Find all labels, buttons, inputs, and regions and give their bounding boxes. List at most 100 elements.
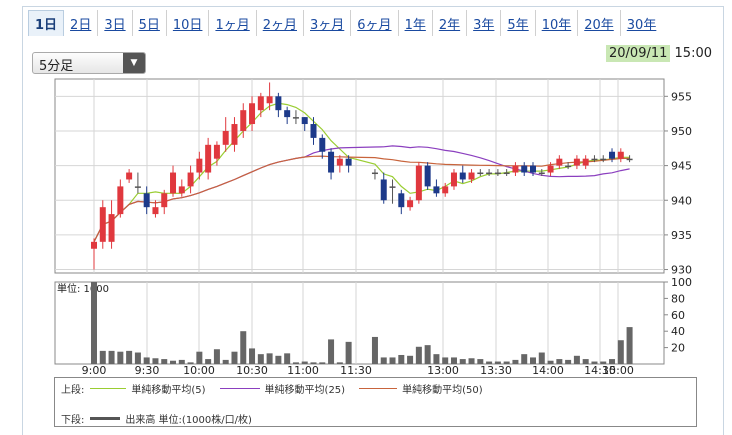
tab-4[interactable]: 10日 (167, 10, 210, 36)
tab-14[interactable]: 20年 (578, 10, 621, 36)
volume-bar (503, 361, 510, 364)
candle-body (178, 186, 185, 194)
legend-upper-label: 上段: (61, 385, 85, 396)
volume-bar (407, 355, 414, 364)
period-tabs: 1日 2日 3日 5日 10日 1ヶ月 2ヶ月 3ヶ月 6ヶ月 1年 2年 3年 5年 10年 20年 30年 (28, 10, 662, 36)
candle-body (371, 172, 378, 175)
volume-bar (450, 357, 457, 364)
timestamp-date: 20/09/11 (606, 45, 671, 62)
volume-bar (617, 340, 624, 364)
volume-bar (591, 361, 598, 364)
legend-ma25-label: 単純移動平均(25) (264, 385, 346, 396)
candle-body (213, 144, 220, 159)
period-select-value: 5分足 (39, 59, 74, 74)
candle-body (503, 172, 510, 175)
volume-bar (626, 327, 633, 364)
volume-bar (196, 351, 203, 364)
tab-6[interactable]: 2ヶ月 (257, 10, 304, 36)
candle-body (99, 207, 106, 242)
candle-body (161, 193, 168, 208)
candle-body (442, 186, 449, 194)
volume-bar (389, 357, 396, 364)
volume-bar (240, 331, 247, 364)
candle-body (222, 130, 229, 145)
candle-body (231, 124, 238, 145)
volume-bar (91, 282, 97, 364)
x-tick-label: 11:30 (340, 364, 372, 377)
candle-body (284, 110, 291, 118)
candle-body (398, 193, 405, 208)
legend-volume-swatch (90, 417, 121, 420)
tab-15[interactable]: 30年 (626, 17, 657, 33)
volume-bar (521, 354, 528, 364)
candle-body (257, 96, 264, 111)
volume-bar (486, 361, 493, 364)
tab-11[interactable]: 3年 (467, 10, 502, 36)
volume-bar (257, 354, 264, 364)
tab-1[interactable]: 2日 (64, 10, 99, 36)
legend-ma5-swatch (90, 388, 127, 389)
tab-0[interactable]: 1日 (28, 10, 65, 36)
candle-body (573, 158, 580, 166)
candle-body (530, 165, 536, 173)
volume-bar (266, 353, 273, 364)
candle-body (108, 214, 115, 242)
tab-9[interactable]: 1年 (399, 10, 433, 36)
x-tick-label: 15:00 (602, 364, 634, 377)
chart-legend: 上段: 単純移動平均(5) 単純移動平均(25) 単純移動平均(50) 下段: … (54, 377, 697, 427)
candle-body (91, 241, 97, 249)
candle-body (556, 158, 563, 166)
y-tick-label: 950 (671, 125, 692, 138)
tab-13[interactable]: 10年 (536, 10, 579, 36)
volume-bar (512, 359, 519, 364)
volume-bar (345, 341, 352, 364)
volume-bar (600, 361, 607, 364)
period-select[interactable]: 5分足 ▼ (32, 52, 146, 74)
legend-ma25-swatch (219, 388, 260, 389)
volume-bar (468, 358, 475, 364)
tab-2[interactable]: 3日 (98, 10, 133, 36)
volume-bar (222, 359, 229, 364)
candle-body (143, 193, 150, 208)
volume-bar (170, 360, 177, 364)
volume-bar (231, 351, 238, 364)
timestamp-time: 15:00 (674, 46, 712, 61)
candle-body (477, 172, 484, 175)
vol-tick-label: 20 (671, 342, 685, 355)
x-tick-label: 14:30 (584, 364, 616, 377)
tab-3[interactable]: 5日 (133, 10, 167, 36)
volume-bar (328, 339, 335, 364)
candle-body (415, 165, 422, 201)
candle-body (328, 151, 335, 173)
candle-body (538, 172, 545, 175)
candle-body (301, 117, 308, 125)
tab-7[interactable]: 3ヶ月 (304, 10, 352, 36)
x-tick-label: 11:00 (287, 364, 319, 377)
volume-bar (459, 359, 466, 364)
tab-10[interactable]: 2年 (433, 10, 468, 36)
candle-body (582, 158, 589, 166)
vol-tick-label: 80 (671, 292, 685, 305)
candle-body (468, 172, 475, 180)
y-tick-label: 935 (671, 229, 692, 242)
x-tick-label: 10:00 (183, 364, 215, 377)
legend-upper-row: 上段: 単純移動平均(5) 単純移動平均(25) 単純移動平均(50) (61, 381, 483, 396)
candle-body (249, 103, 256, 125)
candle-body (512, 165, 519, 173)
y-tick-label: 940 (671, 194, 692, 207)
chevron-down-icon[interactable]: ▼ (123, 53, 145, 73)
legend-lower-label: 下段: (61, 415, 85, 426)
candle-body (240, 110, 247, 131)
volume-bar (424, 345, 431, 364)
tab-8[interactable]: 6ヶ月 (351, 10, 399, 36)
volume-bar (152, 358, 159, 364)
candle-body (205, 144, 212, 173)
tab-5[interactable]: 1ヶ月 (209, 10, 257, 36)
candle-body (170, 172, 177, 194)
volume-bar (530, 357, 536, 364)
candle-body (292, 117, 299, 119)
volume-bar (573, 355, 580, 364)
tab-12[interactable]: 5年 (501, 10, 536, 36)
x-tick-label: 13:30 (480, 364, 512, 377)
